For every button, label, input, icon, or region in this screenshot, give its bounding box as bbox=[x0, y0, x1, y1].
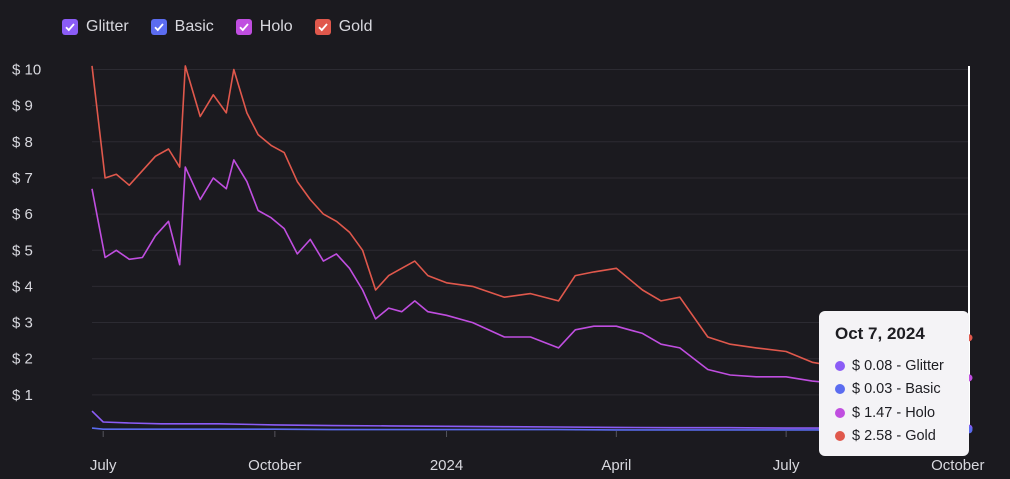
series-line-holo bbox=[91, 159, 970, 385]
tooltip-value: $ 1.47 - Holo bbox=[852, 404, 936, 421]
tooltip-row-gold: $ 2.58 - Gold bbox=[835, 425, 969, 449]
y-tick-label: $ 3 bbox=[12, 315, 33, 332]
x-tick-label: October bbox=[248, 457, 301, 474]
x-tick-label: July bbox=[90, 457, 117, 474]
x-tick-label: 2024 bbox=[430, 457, 463, 474]
y-tick-label: $ 2 bbox=[12, 351, 33, 368]
y-tick-label: $ 4 bbox=[12, 278, 33, 295]
x-tick-label: July bbox=[773, 457, 800, 474]
checkbox-checked-icon[interactable] bbox=[314, 19, 331, 35]
y-tick-label: $ 6 bbox=[12, 206, 33, 223]
series-line-gold bbox=[91, 65, 970, 375]
chart-legend: Glitter Basic Holo Gold bbox=[62, 18, 373, 36]
series-dot-icon bbox=[835, 384, 845, 395]
tooltip-row-glitter: $ 0.08 - Glitter bbox=[835, 354, 969, 378]
legend-label: Basic bbox=[174, 18, 214, 35]
tooltip-row-holo: $ 1.47 - Holo bbox=[835, 401, 969, 425]
legend-item-gold[interactable]: Gold bbox=[314, 18, 373, 36]
series-line-basic bbox=[91, 427, 969, 431]
legend-label: Holo bbox=[259, 18, 293, 35]
x-tick-label: October bbox=[931, 457, 984, 474]
y-tick-label: $ 5 bbox=[12, 242, 33, 259]
tooltip-date: Oct 7, 2024 bbox=[835, 324, 925, 343]
series-dot-icon bbox=[835, 360, 845, 371]
checkbox-checked-icon[interactable] bbox=[235, 19, 252, 35]
tooltip-row-basic: $ 0.03 - Basic bbox=[835, 378, 969, 402]
series-line-glitter bbox=[91, 410, 969, 429]
legend-item-basic[interactable]: Basic bbox=[150, 18, 214, 36]
legend-label: Gold bbox=[338, 18, 373, 35]
checkbox-checked-icon[interactable] bbox=[62, 19, 78, 35]
checkbox-checked-icon[interactable] bbox=[150, 19, 167, 35]
legend-item-holo[interactable]: Holo bbox=[235, 18, 293, 36]
y-tick-label: $ 10 bbox=[12, 62, 41, 79]
tooltip-value: $ 0.03 - Basic bbox=[852, 381, 941, 398]
x-tick-label: April bbox=[601, 457, 631, 474]
legend-item-glitter[interactable]: Glitter bbox=[62, 18, 129, 36]
y-tick-label: $ 1 bbox=[12, 387, 33, 404]
tooltip-value: $ 0.08 - Glitter bbox=[852, 357, 944, 374]
legend-label: Glitter bbox=[86, 18, 129, 35]
hover-tooltip: Oct 7, 2024 $ 0.08 - Glitter $ 0.03 - Ba… bbox=[819, 311, 969, 456]
series-dot-icon bbox=[835, 431, 845, 442]
tooltip-value: $ 2.58 - Gold bbox=[852, 428, 936, 445]
series-dot-icon bbox=[835, 407, 845, 418]
y-tick-label: $ 8 bbox=[12, 134, 33, 151]
y-tick-label: $ 7 bbox=[12, 170, 33, 187]
y-tick-label: $ 9 bbox=[12, 98, 33, 115]
